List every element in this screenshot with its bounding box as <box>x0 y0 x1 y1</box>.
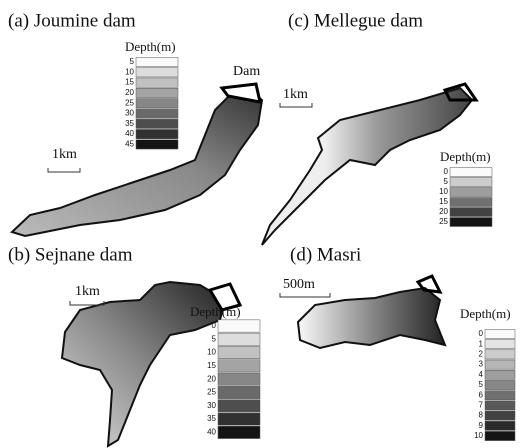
panel-title: (d) Masri <box>290 244 361 265</box>
legend-swatch <box>485 411 515 420</box>
legend-label: 20 <box>439 207 448 216</box>
legend-label: 35 <box>125 119 134 128</box>
legend-label: 10 <box>125 67 134 76</box>
legend-label: 6 <box>479 390 484 399</box>
legend-label: 20 <box>207 374 216 383</box>
legend-title: Depth(m) <box>440 149 491 164</box>
legend-title: Depth(m) <box>460 306 511 321</box>
scale-label: 1km <box>283 87 308 102</box>
legend-swatch <box>218 426 260 438</box>
legend-swatch <box>136 119 178 128</box>
panel-title: (c) Mellegue dam <box>288 10 423 31</box>
legend-label: 0 <box>444 167 449 176</box>
legend-swatch <box>218 373 260 385</box>
legend-swatch <box>485 340 515 349</box>
legend-swatch <box>485 329 515 338</box>
legend-swatch <box>218 320 260 332</box>
legend-label: 15 <box>207 361 216 370</box>
legend-label: 10 <box>474 431 483 440</box>
legend-label: 5 <box>479 380 484 389</box>
legend-swatch <box>485 391 515 400</box>
legend-label: 9 <box>479 421 484 430</box>
scale-bar <box>280 103 312 107</box>
legend-label: 5 <box>130 57 135 66</box>
legend-swatch <box>485 380 515 389</box>
legend-swatch <box>136 68 178 77</box>
legend-label: 7 <box>479 401 484 410</box>
legend-label: 10 <box>207 348 216 357</box>
panel-title: (a) Joumine dam <box>8 10 136 31</box>
legend-swatch <box>218 360 260 372</box>
legend-label: 1 <box>479 339 484 348</box>
legend-swatch <box>485 370 515 379</box>
legend-swatch <box>485 421 515 430</box>
scale-bar <box>48 168 80 172</box>
legend-swatch <box>485 360 515 369</box>
legend-swatch <box>485 431 515 440</box>
legend-swatch <box>136 78 178 87</box>
legend-label: 4 <box>479 370 484 379</box>
figure: (a) Joumine dam1kmDamDepth(m)51015202530… <box>0 0 530 448</box>
legend-label: 10 <box>439 187 448 196</box>
legend-label: 2 <box>479 350 484 359</box>
legend-label: 5 <box>212 334 217 343</box>
legend-swatch <box>218 413 260 425</box>
legend-swatch <box>485 350 515 359</box>
panel-title: (b) Sejnane dam <box>8 244 133 265</box>
legend-swatch <box>136 88 178 97</box>
legend-label: 40 <box>125 129 134 138</box>
legend-swatch <box>218 400 260 412</box>
scale-label: 1km <box>75 284 100 299</box>
legend-swatch <box>218 333 260 345</box>
legend-swatch <box>485 401 515 410</box>
legend-title: Depth(m) <box>125 39 176 54</box>
legend-label: 3 <box>479 360 484 369</box>
legend-label: 0 <box>212 321 217 330</box>
legend-label: 35 <box>207 414 216 423</box>
scale-bar <box>280 293 330 297</box>
legend-swatch <box>218 386 260 398</box>
legend-swatch <box>450 188 492 197</box>
legend-swatch <box>450 168 492 177</box>
legend-label: 25 <box>439 217 448 226</box>
legend-swatch <box>450 218 492 227</box>
scale-label: 500m <box>283 277 315 292</box>
legend-swatch <box>136 57 178 66</box>
legend-label: 15 <box>125 78 134 87</box>
legend-label: 40 <box>207 428 216 437</box>
legend-title: Depth(m) <box>190 304 241 319</box>
legend-swatch <box>450 178 492 187</box>
legend-swatch <box>450 208 492 217</box>
legend-swatch <box>136 99 178 108</box>
legend-label: 25 <box>207 388 216 397</box>
legend-label: 25 <box>125 98 134 107</box>
legend-label: 30 <box>125 109 134 118</box>
annotation: Dam <box>233 64 260 79</box>
legend-label: 8 <box>479 411 484 420</box>
legend-label: 45 <box>125 140 134 149</box>
legend-swatch <box>136 140 178 149</box>
legend-swatch <box>136 129 178 138</box>
legend-label: 20 <box>125 88 134 97</box>
legend-label: 30 <box>207 401 216 410</box>
legend-swatch <box>218 346 260 358</box>
legend-label: 0 <box>479 329 484 338</box>
legend-label: 15 <box>439 197 448 206</box>
scale-label: 1km <box>52 147 77 162</box>
legend-swatch <box>450 198 492 207</box>
legend-label: 5 <box>444 177 449 186</box>
legend-swatch <box>136 109 178 118</box>
